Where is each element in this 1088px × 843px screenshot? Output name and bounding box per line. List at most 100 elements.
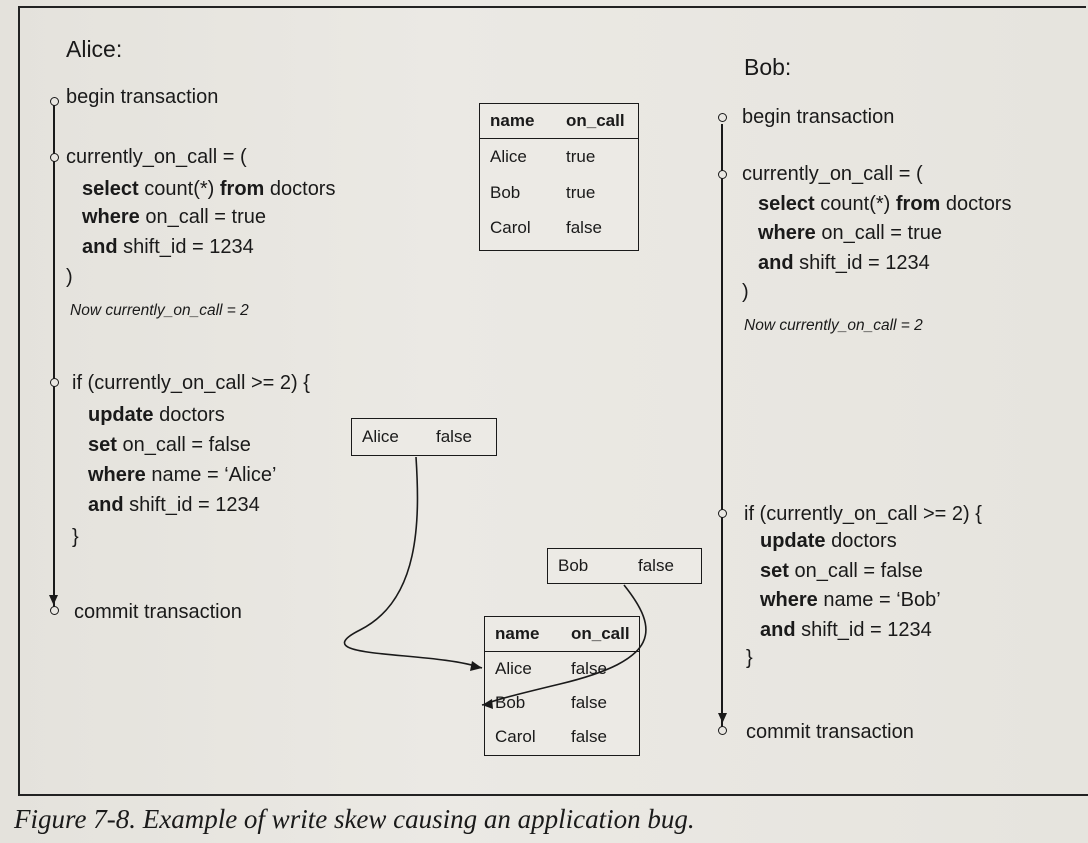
table-cell: true — [566, 183, 596, 202]
doctors-table-after: name on_call Alice false Bob false Carol… — [484, 616, 640, 756]
table-cell: false — [571, 727, 607, 746]
bob-begin-node — [718, 113, 727, 122]
column-header-on-call: on_call — [571, 624, 630, 643]
bob-begin-line: begin transaction — [742, 106, 895, 128]
where-text: on_call = true — [139, 206, 267, 228]
alice-heading: Alice: — [66, 36, 123, 62]
and-text: shift_id = 1234 — [795, 619, 932, 641]
bob-and-line: and shift_id = 1234 — [758, 252, 930, 275]
alice-select-line: select count(*) from doctors — [82, 178, 335, 201]
bob-write-arrow — [481, 584, 647, 706]
table-cell: false — [571, 693, 607, 712]
bob-write-arrowhead — [482, 699, 493, 709]
bob-update-line: update doctors — [760, 530, 897, 553]
keyword-update: update — [88, 404, 154, 426]
bob-heading: Bob: — [744, 54, 792, 80]
where-text: name = ‘Bob’ — [817, 589, 941, 611]
bob-update-where-line: where name = ‘Bob’ — [760, 589, 941, 612]
and-text: shift_id = 1234 — [123, 494, 260, 516]
doctors-table-before: name on_call Alice true Bob true Carol f… — [479, 103, 639, 251]
set-text: on_call = false — [788, 560, 923, 582]
bob-close-paren: ) — [742, 281, 749, 303]
alice-close-brace: } — [72, 526, 79, 548]
bob-close-brace: } — [746, 647, 753, 669]
bob-timeline — [721, 124, 723, 728]
figure-frame — [18, 6, 1088, 796]
update-text: doctors — [153, 404, 225, 426]
table-row: Bob true — [480, 175, 638, 211]
alice-set-line: set on_call = false — [88, 434, 251, 457]
alice-commit-node — [49, 606, 59, 615]
table-row: Carol false — [485, 720, 639, 754]
table-cell: false — [566, 218, 602, 237]
alice-and-line: and shift_id = 1234 — [82, 236, 254, 259]
table-cell: Carol — [490, 218, 531, 237]
from-text: doctors — [940, 193, 1012, 215]
keyword-select: select — [82, 178, 139, 200]
column-header-name: name — [490, 111, 535, 130]
keyword-set: set — [760, 560, 789, 582]
bob-commit-node — [718, 726, 727, 735]
alice-write-message: Alice false — [351, 418, 497, 456]
alice-write-arrowhead — [470, 661, 482, 671]
keyword-where: where — [82, 206, 140, 228]
select-text: count(*) — [138, 178, 220, 200]
bob-commit-line: commit transaction — [746, 721, 914, 743]
table-header: name on_call — [485, 617, 639, 652]
bob-assign-line: currently_on_call = ( — [742, 163, 923, 185]
set-text: on_call = false — [116, 434, 251, 456]
from-text: doctors — [264, 178, 336, 200]
where-text: name = ‘Alice’ — [145, 464, 277, 486]
message-value: false — [436, 427, 472, 446]
keyword-and: and — [758, 252, 794, 274]
keyword-where: where — [760, 589, 818, 611]
update-text: doctors — [825, 530, 897, 552]
bob-where-line: where on_call = true — [758, 222, 942, 245]
alice-write-arrow — [343, 456, 483, 669]
alice-begin-line: begin transaction — [66, 86, 219, 108]
alice-assign-line: currently_on_call = ( — [66, 146, 247, 168]
table-header: name on_call — [480, 104, 638, 139]
bob-select-line: select count(*) from doctors — [758, 193, 1011, 216]
bob-set-line: set on_call = false — [760, 560, 923, 583]
keyword-and: and — [760, 619, 796, 641]
table-row: Carol false — [480, 211, 638, 245]
where-text: on_call = true — [815, 222, 943, 244]
alice-note: Now currently_on_call = 2 — [70, 302, 249, 319]
column-header-on-call: on_call — [566, 111, 625, 130]
keyword-where: where — [88, 464, 146, 486]
alice-query-node — [49, 153, 59, 162]
figure-frame-top — [18, 6, 1086, 8]
keyword-select: select — [758, 193, 815, 215]
and-text: shift_id = 1234 — [793, 252, 930, 274]
table-cell: Alice — [490, 147, 527, 166]
bob-note: Now currently_on_call = 2 — [744, 317, 923, 334]
figure-caption: Figure 7-8. Example of write skew causin… — [14, 804, 695, 834]
table-cell: Bob — [490, 183, 521, 202]
table-cell: Alice — [495, 659, 532, 678]
bob-update-and-line: and shift_id = 1234 — [760, 619, 932, 642]
bob-if-line: if (currently_on_call >= 2) { — [744, 503, 982, 525]
keyword-update: update — [760, 530, 826, 552]
alice-if-node — [49, 378, 59, 387]
table-row: Alice true — [480, 139, 638, 175]
alice-update-where-line: where name = ‘Alice’ — [88, 464, 276, 487]
column-header-name: name — [495, 624, 540, 643]
bob-write-message: Bob false — [547, 548, 702, 584]
alice-update-line: update doctors — [88, 404, 225, 427]
alice-close-paren: ) — [66, 266, 73, 288]
table-cell: Carol — [495, 727, 536, 746]
alice-update-and-line: and shift_id = 1234 — [88, 494, 260, 517]
alice-commit-line: commit transaction — [74, 601, 242, 623]
select-text: count(*) — [814, 193, 896, 215]
message-value: false — [638, 556, 674, 575]
keyword-set: set — [88, 434, 117, 456]
bob-query-node — [718, 170, 727, 179]
keyword-where: where — [758, 222, 816, 244]
table-cell: true — [566, 147, 596, 166]
and-text: shift_id = 1234 — [117, 236, 254, 258]
bob-if-node — [718, 509, 727, 518]
alice-timeline — [53, 104, 55, 608]
